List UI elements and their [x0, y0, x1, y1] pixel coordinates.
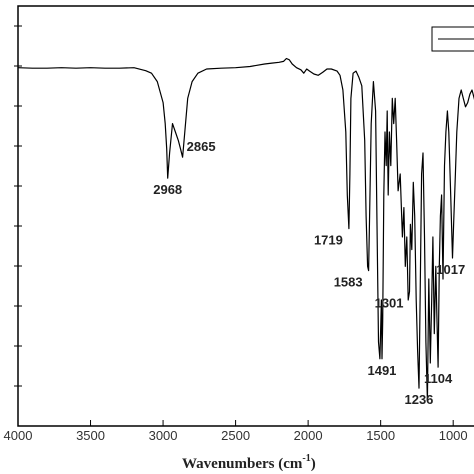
x-axis-ticks [17, 420, 454, 426]
x-tick-label: 2500 [221, 428, 250, 443]
peak-label-1104: 1104 [424, 371, 453, 386]
peak-labels: 2968 2865 1719 1583 1301 1491 1236 1104 1017 [153, 139, 465, 407]
plot-frame [17, 5, 474, 427]
x-axis-title: Wavenumbers (cm-1) [182, 453, 316, 472]
peak-label-1583: 1583 [334, 275, 363, 290]
peak-label-1017: 1017 [436, 262, 465, 277]
x-tick-label: 4000 [4, 428, 33, 443]
peak-label-1491: 1491 [367, 363, 396, 378]
peak-label-2865: 2865 [187, 139, 216, 154]
x-axis-tick-labels: 4000 3500 3000 2500 2000 1500 1000 [4, 428, 468, 443]
x-axis-title-sup: -1 [302, 453, 310, 464]
x-tick-label: 3500 [76, 428, 105, 443]
y-axis-ticks [14, 25, 22, 387]
x-tick-label: 3000 [149, 428, 178, 443]
x-axis-title-main: Wavenumbers (cm [182, 456, 303, 472]
peak-label-1236: 1236 [404, 392, 433, 407]
peak-label-2968: 2968 [153, 182, 182, 197]
legend-box [431, 26, 474, 52]
x-tick-label: 2000 [294, 428, 323, 443]
x-tick-label: 1500 [366, 428, 395, 443]
x-axis-title-close: ) [311, 456, 316, 472]
peak-label-1719: 1719 [314, 233, 343, 248]
peak-label-1301: 1301 [375, 296, 404, 311]
x-tick-label: 1000 [439, 428, 468, 443]
spectrum-line [17, 57, 474, 402]
